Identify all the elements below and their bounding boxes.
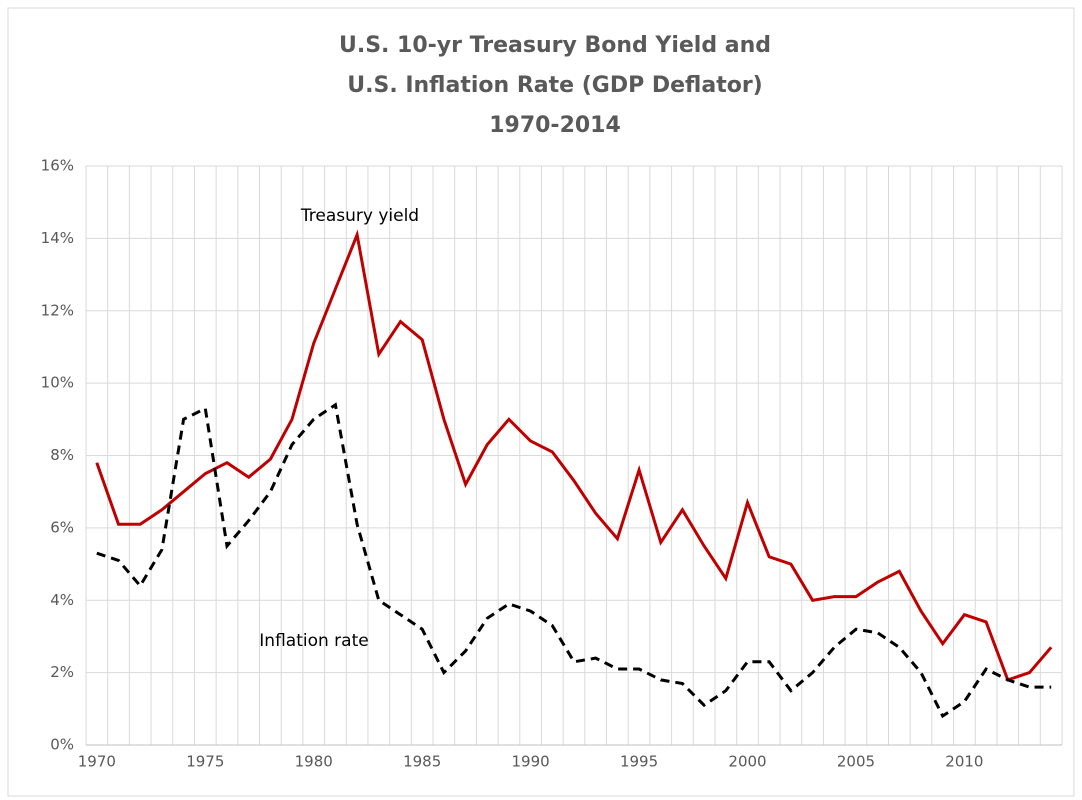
y-tick-label: 12% xyxy=(41,301,74,319)
y-tick-label: 2% xyxy=(50,663,74,681)
y-tick-label: 6% xyxy=(50,518,74,536)
series-line xyxy=(96,402,1052,719)
y-tick-label: 8% xyxy=(50,446,74,464)
y-tick-label: 16% xyxy=(41,157,74,175)
x-tick-label: 2005 xyxy=(837,753,875,771)
series-label: Inflation rate xyxy=(259,631,368,651)
y-tick-label: 0% xyxy=(50,736,74,754)
x-tick-label: 1980 xyxy=(295,753,333,771)
y-tick-label: 4% xyxy=(50,591,74,609)
series-label: Treasury yield xyxy=(300,206,419,226)
chart-title: U.S. Inflation Rate (GDP Deflator) xyxy=(347,73,763,98)
chart-title: 1970-2014 xyxy=(489,113,621,138)
x-tick-label: 2000 xyxy=(728,753,766,771)
series-line xyxy=(95,229,1053,682)
x-tick-label: 1975 xyxy=(186,753,224,771)
x-tick-label: 2010 xyxy=(945,753,983,771)
chart-title: U.S. 10-yr Treasury Bond Yield and xyxy=(339,33,771,58)
y-tick-label: 14% xyxy=(41,229,74,247)
x-tick-label: 1995 xyxy=(620,753,658,771)
y-tick-label: 10% xyxy=(41,374,74,392)
x-tick-label: 1970 xyxy=(78,753,116,771)
x-tick-label: 1990 xyxy=(512,753,550,771)
x-tick-label: 1985 xyxy=(403,753,441,771)
